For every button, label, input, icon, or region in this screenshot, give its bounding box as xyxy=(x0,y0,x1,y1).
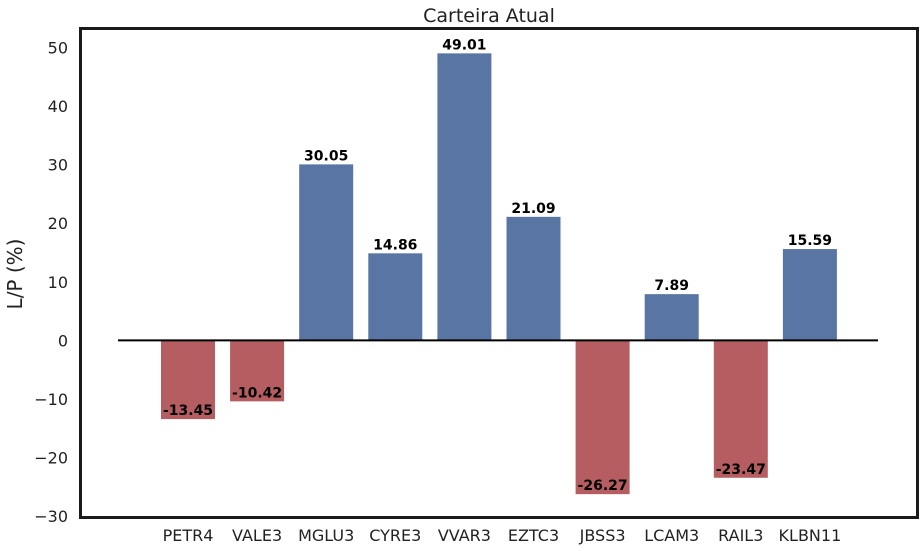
bar-jbss3 xyxy=(575,340,630,495)
x-tick-label: LCAM3 xyxy=(644,526,699,545)
bar-rail3 xyxy=(713,340,768,478)
y-tick-label: −20 xyxy=(34,448,68,467)
y-tick-label: 0 xyxy=(58,331,68,350)
data-label: 15.59 xyxy=(788,233,832,249)
data-labels: -13.45 -10.42 30.05 14.86 49.01 21.09 -26.27 7.… xyxy=(163,37,832,494)
data-label: -26.27 xyxy=(578,478,628,494)
y-tick-label: −10 xyxy=(34,390,68,409)
data-label: -13.45 xyxy=(163,403,213,419)
data-label: 49.01 xyxy=(442,37,486,53)
y-tick-label: 40 xyxy=(48,97,68,116)
y-tick-label: 30 xyxy=(48,156,68,175)
bar-klbn11 xyxy=(782,249,837,341)
y-tick-label: −30 xyxy=(34,507,68,526)
y-tick-label: 10 xyxy=(48,273,68,292)
y-axis-label: L/P (%) xyxy=(3,239,27,310)
x-tick-label: EZTC3 xyxy=(508,526,559,545)
bars-group xyxy=(161,53,837,495)
x-tick-label: PETR4 xyxy=(163,526,214,545)
data-label: 30.05 xyxy=(304,148,348,164)
x-tick-label: VALE3 xyxy=(232,526,282,545)
data-label: 21.09 xyxy=(511,201,555,217)
bar-vale3 xyxy=(230,340,285,402)
x-tick-label: JBSS3 xyxy=(579,526,626,545)
data-label: 7.89 xyxy=(654,278,689,294)
x-axis-ticks: PETR4 VALE3 MGLU3 CYRE3 VVAR3 EZTC3 JBSS3 LCAM3… xyxy=(163,526,842,545)
plot-frame xyxy=(79,27,919,519)
bar-mglu3 xyxy=(299,164,354,341)
x-tick-label: CYRE3 xyxy=(369,526,421,545)
x-tick-label: KLBN11 xyxy=(779,526,842,545)
chart-title: Carteira Atual xyxy=(423,5,555,27)
data-label: -10.42 xyxy=(232,385,282,401)
bar-cyre3 xyxy=(368,253,423,341)
bar-eztc3 xyxy=(506,216,561,341)
x-tick-label: VVAR3 xyxy=(438,526,491,545)
x-tick-label: RAIL3 xyxy=(718,526,763,545)
y-tick-label: 20 xyxy=(48,214,68,233)
y-axis-ticks: 50 40 30 20 10 0 −10 −20 −30 xyxy=(34,39,68,526)
x-tick-label: MGLU3 xyxy=(298,526,354,545)
bar-petr4 xyxy=(161,340,215,420)
y-tick-label: 50 xyxy=(48,39,68,58)
bar-lcam3 xyxy=(644,294,699,341)
bar-vvar3 xyxy=(437,53,492,341)
data-label: -23.47 xyxy=(716,462,766,478)
data-label: 14.86 xyxy=(373,237,417,253)
